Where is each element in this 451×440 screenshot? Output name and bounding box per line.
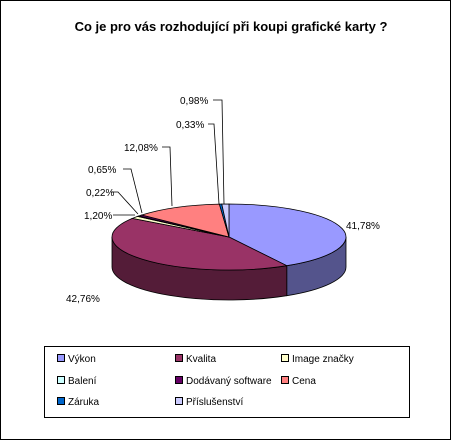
legend-label-7: Příslušenství: [186, 397, 244, 408]
legend-swatch-1: [175, 354, 183, 362]
data-label-5: 12,08%: [124, 143, 158, 154]
data-label-7: 0,98%: [180, 96, 208, 107]
pie-tops: [111, 203, 347, 271]
legend-label-4: Dodávaný software: [186, 376, 272, 387]
leader-line-4: [123, 168, 143, 214]
pie-slice-0: [228, 203, 347, 267]
leader-line-3: [111, 191, 139, 215]
legend-swatch-3: [57, 376, 65, 384]
legend-item-7: Příslušenství: [175, 397, 243, 409]
leader-line-5: [162, 146, 173, 207]
legend-item-4: Dodávaný software: [175, 376, 272, 388]
legend-item-1: Kvalita: [175, 354, 216, 366]
legend-item-6: Záruka: [57, 397, 99, 409]
legend-label-1: Kvalita: [186, 354, 217, 365]
legend-item-0: Výkon: [57, 354, 96, 366]
legend-label-3: Balení: [68, 376, 97, 387]
data-label-4: 0,65%: [88, 165, 116, 176]
leader-line-6: [208, 123, 220, 205]
legend-label-5: Cena: [292, 376, 316, 387]
data-label-2: 1,20%: [84, 211, 112, 222]
legend-label-0: Výkon: [68, 354, 96, 365]
chart-title: Co je pro vás rozhodující při koupi graf…: [74, 19, 388, 34]
legend-item-3: Balení: [57, 376, 96, 388]
legend-swatch-5: [281, 376, 289, 384]
pie-slice-7: [221, 203, 230, 238]
pie-labels: 41,78% 42,76% 1,20% 0,22% 0,65% 12,08% 0,33% 0,…: [66, 96, 380, 305]
data-label-3: 0,22%: [86, 188, 114, 199]
legend-swatch-0: [57, 354, 65, 362]
legend-item-5: Cena: [281, 376, 316, 388]
pie-slice-5: [140, 203, 230, 238]
data-label-6: 0,33%: [176, 120, 204, 131]
legend-swatch-6: [57, 397, 65, 405]
legend-swatch-2: [281, 354, 289, 362]
chart-legend: Výkon Kvalita Image značky Balení Dodávaný s…: [44, 346, 410, 418]
data-label-1: 42,76%: [66, 294, 100, 305]
legend-label-6: Záruka: [68, 397, 100, 408]
legend-swatch-4: [175, 376, 183, 384]
legend-item-2: Image značky: [281, 354, 354, 366]
legend-swatch-7: [175, 397, 183, 405]
leader-line-7: [213, 99, 225, 205]
pie-slice-1: [111, 217, 289, 271]
legend-label-2: Image značky: [292, 354, 354, 365]
data-label-0: 41,78%: [346, 221, 380, 232]
